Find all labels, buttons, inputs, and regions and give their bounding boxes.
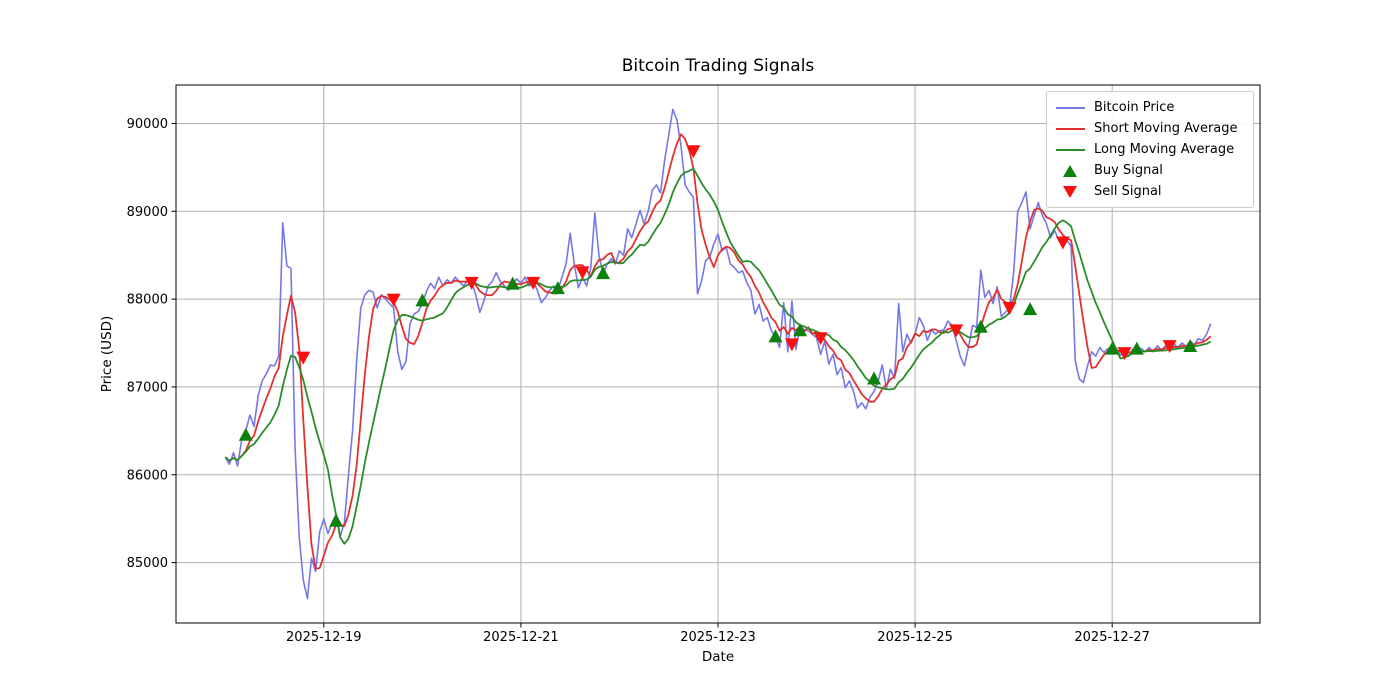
sell-marker [813, 332, 828, 346]
legend-label: Bitcoin Price [1094, 100, 1175, 115]
buy-triangle-icon [1063, 164, 1077, 177]
legend-item: Short Moving Average [1055, 118, 1253, 139]
long-ma-line [224, 167, 1212, 545]
legend-label: Sell Signal [1094, 184, 1162, 199]
x-axis-label: Date [701, 649, 735, 665]
sell-marker [1055, 236, 1070, 250]
sell-marker [1002, 301, 1017, 315]
buy-marker [415, 293, 430, 307]
buy-marker [505, 276, 520, 290]
price-line [224, 108, 1212, 600]
buy-marker [238, 427, 253, 441]
sell-triangle-icon [1063, 185, 1077, 198]
sell-marker [784, 338, 799, 352]
x-tick-label: 2025-12-23 [680, 630, 756, 645]
buy-marker [329, 513, 344, 527]
y-tick-label: 87000 [127, 380, 168, 395]
buy-marker [1183, 339, 1198, 353]
buy-marker [768, 329, 783, 343]
legend-line-swatch [1055, 127, 1085, 130]
short-ma-line [224, 133, 1212, 570]
sell-marker [686, 145, 701, 159]
legend-line-swatch [1055, 148, 1085, 151]
sell-marker [464, 276, 479, 290]
buy-marker [1129, 341, 1144, 355]
buy-marker [596, 266, 611, 280]
legend-marker-swatch [1055, 185, 1085, 198]
x-tick-label: 2025-12-27 [1074, 630, 1150, 645]
legend-item: Bitcoin Price [1055, 97, 1253, 118]
sell-marker [949, 324, 964, 338]
buy-marker [1105, 341, 1120, 355]
buy-marker [1023, 302, 1038, 316]
buy-marker [973, 319, 988, 333]
legend-label: Long Moving Average [1094, 142, 1235, 157]
x-tick-label: 2025-12-25 [877, 630, 953, 645]
sell-marker [386, 293, 401, 307]
chart-title: Bitcoin Trading Signals [621, 56, 815, 76]
legend: Bitcoin Price Short Moving Average Long Mo… [1046, 91, 1254, 208]
x-tick-label: 2025-12-21 [483, 630, 559, 645]
legend-line-sample [1055, 148, 1085, 151]
buy-marker [867, 371, 882, 385]
buy-marker [793, 323, 808, 337]
legend-line-swatch [1055, 106, 1085, 109]
legend-line-sample [1055, 127, 1085, 130]
sell-marker [526, 276, 541, 290]
y-tick-label: 86000 [127, 468, 168, 483]
sell-marker [296, 351, 311, 365]
legend-item: Sell Signal [1055, 181, 1253, 202]
x-tick-label: 2025-12-19 [286, 630, 362, 645]
y-tick-label: 85000 [127, 556, 168, 571]
y-tick-label: 89000 [127, 205, 168, 220]
legend-item: Buy Signal [1055, 160, 1253, 181]
buy-marker [550, 281, 565, 295]
y-tick-label: 88000 [127, 293, 168, 308]
legend-label: Short Moving Average [1094, 121, 1238, 136]
legend-item: Long Moving Average [1055, 139, 1253, 160]
legend-line-sample [1055, 106, 1085, 109]
sell-marker [1162, 340, 1177, 354]
sell-marker [1117, 347, 1132, 361]
legend-marker-swatch [1055, 164, 1085, 177]
legend-label: Buy Signal [1094, 163, 1163, 178]
y-tick-label: 90000 [127, 117, 168, 132]
sell-marker [575, 266, 590, 280]
